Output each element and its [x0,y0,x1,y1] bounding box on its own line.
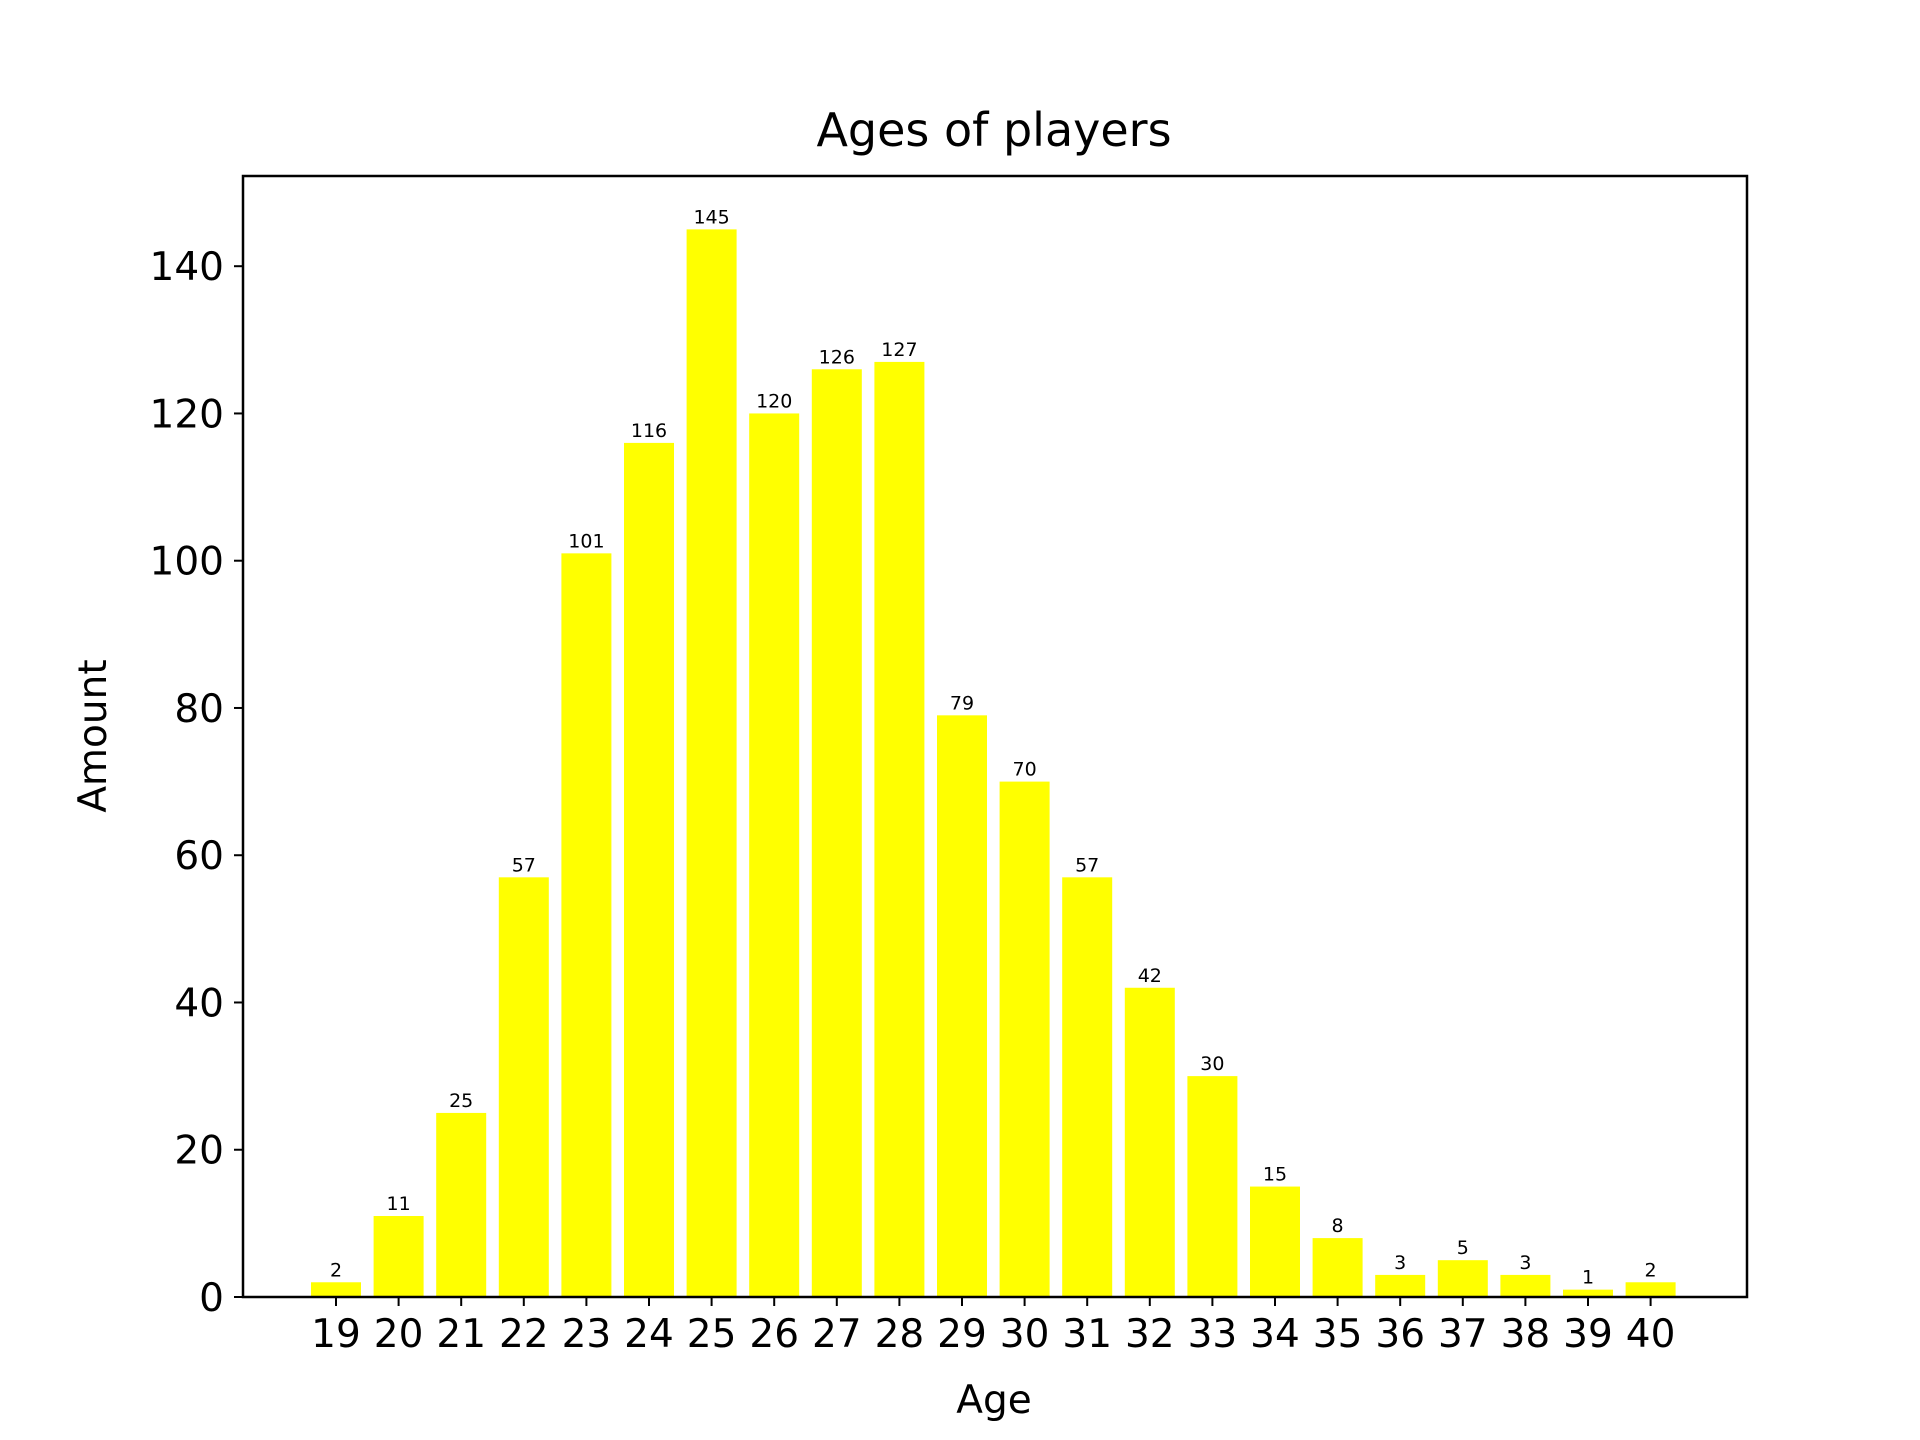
bar-age-35 [1312,1238,1363,1297]
value-label-age-22: 57 [512,854,536,876]
value-label-age-33: 30 [1200,1053,1224,1075]
bar-age-22 [498,877,549,1297]
bar-age-31 [1062,877,1113,1297]
x-tick-label-39: 39 [1563,1312,1613,1357]
x-tick-label-37: 37 [1438,1312,1488,1357]
x-tick-label-30: 30 [1000,1312,1050,1357]
x-tick-label-23: 23 [562,1312,612,1357]
x-tick-label-21: 21 [436,1312,486,1357]
chart-title: Ages of players [816,103,1171,157]
x-tick-label-31: 31 [1062,1312,1112,1357]
x-tick-label-35: 35 [1313,1312,1363,1357]
x-tick-label-34: 34 [1250,1312,1300,1357]
bar-age-20 [373,1216,424,1297]
value-label-age-40: 2 [1645,1259,1657,1281]
x-tick-label-25: 25 [687,1312,737,1357]
y-axis-ticks: 0 20 40 60 80 100 120 140 [150,245,243,1321]
bar-age-32 [1124,987,1175,1297]
x-tick-label-26: 26 [749,1312,799,1357]
y-tick-label-0: 0 [199,1276,224,1321]
value-label-age-29: 79 [950,692,974,714]
bar-age-39 [1563,1289,1613,1297]
bar-age-38 [1500,1274,1551,1297]
value-label-age-24: 116 [631,420,667,442]
value-label-age-25: 145 [693,206,729,228]
value-label-age-35: 8 [1332,1215,1344,1237]
value-label-age-20: 11 [387,1193,411,1215]
x-tick-label-28: 28 [875,1312,925,1357]
y-tick-label-140: 140 [150,245,224,290]
bar-age-37 [1437,1260,1488,1297]
bar-age-23 [561,553,612,1297]
bar-age-27 [811,369,862,1297]
value-label-age-36: 3 [1394,1252,1406,1274]
x-axis-label: Age [956,1378,1031,1423]
bars-group [311,229,1676,1297]
value-label-age-30: 70 [1013,759,1037,781]
value-label-age-39: 1 [1582,1267,1594,1289]
x-tick-label-19: 19 [311,1312,361,1357]
x-tick-label-27: 27 [812,1312,862,1357]
value-label-age-28: 127 [881,339,917,361]
plot-area-frame [241,174,1749,1299]
value-label-age-23: 101 [568,530,604,552]
bar-age-21 [436,1112,487,1297]
y-tick-label-100: 100 [150,540,224,585]
x-tick-label-36: 36 [1375,1312,1425,1357]
x-tick-label-32: 32 [1125,1312,1175,1357]
x-axis-ticks: 19 20 21 22 23 24 25 26 27 28 29 30 31 32 33 34 35 36 37 38… [311,1297,1675,1357]
x-tick-label-29: 29 [937,1312,987,1357]
bar-age-29 [937,715,987,1297]
bar-age-36 [1375,1274,1426,1297]
value-label-age-27: 126 [819,346,855,368]
bar-age-25 [686,229,737,1297]
value-label-age-32: 42 [1138,965,1162,987]
value-label-age-31: 57 [1075,854,1099,876]
bar-age-26 [749,413,800,1297]
x-tick-label-38: 38 [1501,1312,1551,1357]
bar-age-28 [874,361,925,1297]
x-tick-label-20: 20 [374,1312,424,1357]
value-label-age-37: 5 [1457,1237,1469,1259]
x-tick-label-33: 33 [1188,1312,1238,1357]
bar-age-19 [311,1282,361,1297]
value-labels-group: 2 11 25 57 101 116 145 120 126 127 79 70 57 42 30 15 8 3 5… [330,206,1657,1288]
x-tick-label-22: 22 [499,1312,549,1357]
bar-age-24 [624,442,674,1297]
value-label-age-19: 2 [330,1259,342,1281]
value-label-age-38: 3 [1519,1252,1531,1274]
y-tick-label-60: 60 [174,834,224,879]
x-tick-label-24: 24 [624,1312,674,1357]
value-label-age-21: 25 [449,1090,473,1112]
y-tick-label-20: 20 [174,1129,224,1174]
y-tick-label-120: 120 [150,392,224,437]
y-tick-label-80: 80 [174,687,224,732]
y-tick-label-40: 40 [174,981,224,1026]
bar-age-30 [999,781,1050,1297]
bar-age-33 [1187,1076,1238,1297]
bar-age-34 [1250,1186,1300,1297]
y-axis-label: Amount [71,659,116,812]
value-label-age-34: 15 [1263,1164,1287,1186]
bar-age-40 [1625,1282,1676,1297]
x-tick-label-40: 40 [1626,1312,1676,1357]
value-label-age-26: 120 [756,390,792,412]
